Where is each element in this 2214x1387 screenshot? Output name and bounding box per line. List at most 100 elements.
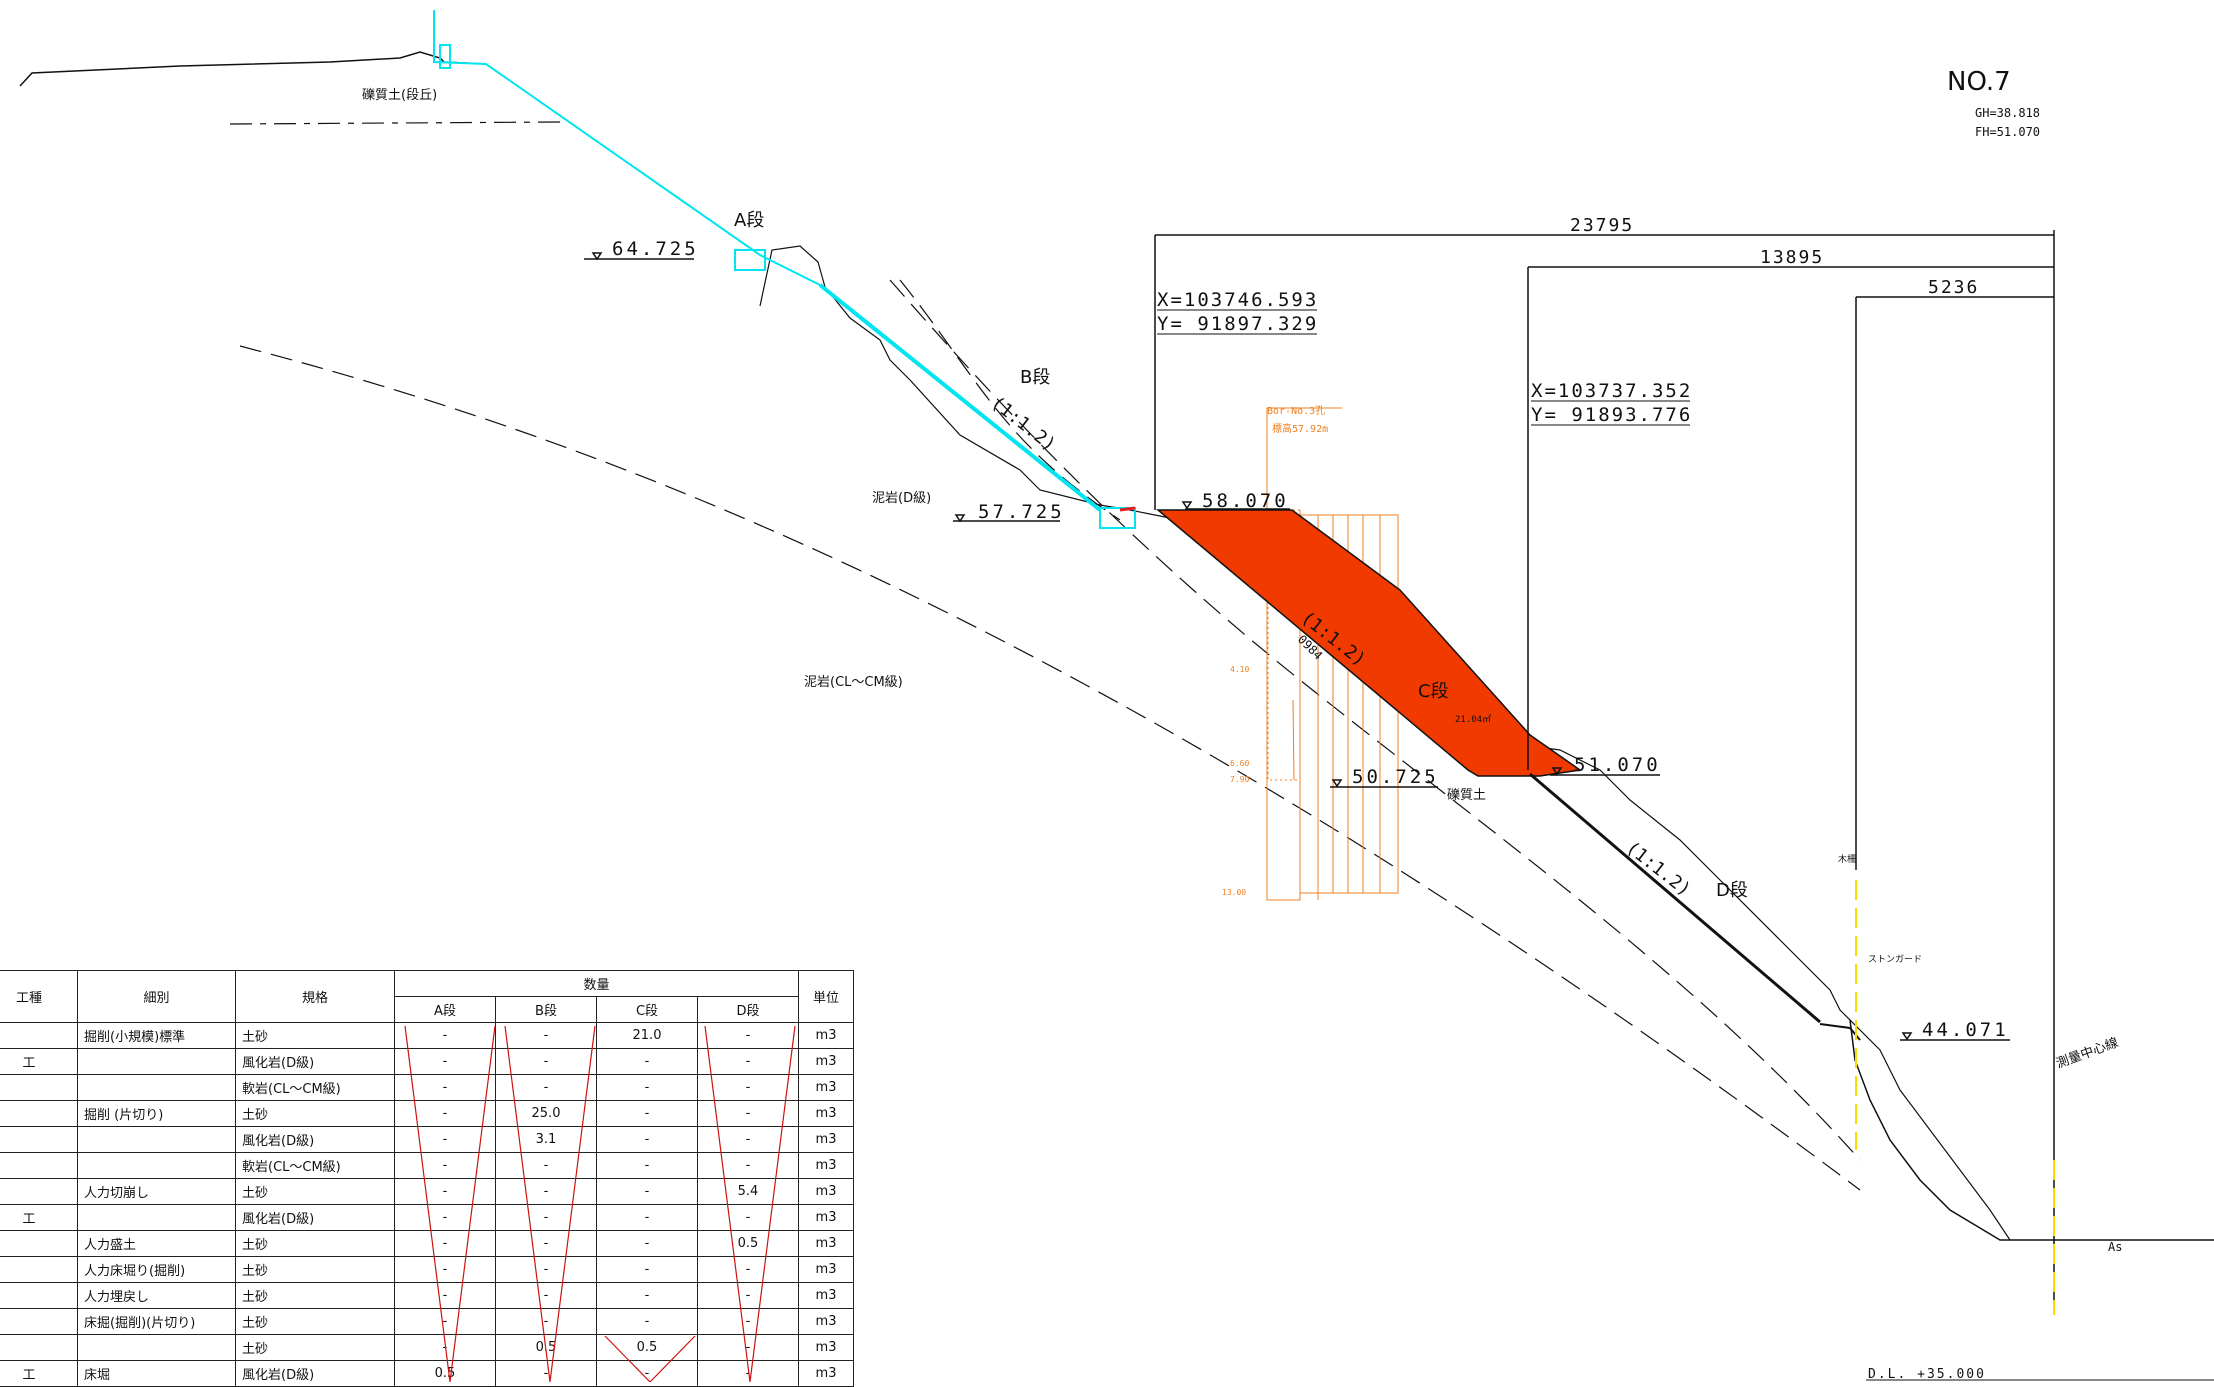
cell-value: - (495, 1152, 597, 1179)
cell-spec: 風化岩(D級) (235, 1048, 395, 1075)
cell-spec: 土砂 (235, 1334, 395, 1361)
cell-spec: 土砂 (235, 1022, 395, 1049)
cell-value: - (697, 1022, 799, 1049)
elevation-label: 58.070 (1202, 490, 1289, 512)
cell-spec: 土砂 (235, 1100, 395, 1127)
yellow-line (1855, 880, 2055, 1315)
cell-detail: 人力切崩し (77, 1178, 236, 1205)
bench-label: B段 (1020, 367, 1050, 388)
table-row: 土砂 -0.5 0.5- m3 (0, 1334, 854, 1361)
boring-elev: 標高57.92m (1272, 422, 1328, 435)
cell-unit: m3 (798, 1308, 854, 1335)
cell-value: - (495, 1178, 597, 1205)
coord-y: Y= 91897.329 (1157, 313, 1318, 335)
cell-unit: m3 (798, 1334, 854, 1361)
cell-detail (77, 1204, 236, 1231)
boring-depth: 13.00 (1222, 888, 1246, 897)
cell-kind (0, 1282, 78, 1309)
excavation-area-c (1155, 509, 1582, 777)
cell-value: - (495, 1204, 597, 1231)
cell-kind (0, 1308, 78, 1335)
th-qty: 数量 (394, 970, 799, 997)
cell-value: - (596, 1178, 698, 1205)
cell-unit: m3 (798, 1204, 854, 1231)
cell-value: - (697, 1100, 799, 1127)
cell-value: - (394, 1256, 496, 1283)
th-col: C段 (596, 996, 698, 1023)
cell-detail (77, 1126, 236, 1153)
elevation-markers (584, 252, 2010, 1041)
cell-value: - (596, 1308, 698, 1335)
cell-value: 0.5 (394, 1360, 496, 1387)
cell-spec: 軟岩(CL～CM級) (235, 1074, 395, 1101)
cell-value: - (394, 1204, 496, 1231)
cell-value: - (394, 1308, 496, 1335)
dimension-label: 5236 (1928, 277, 1979, 298)
cell-spec: 土砂 (235, 1282, 395, 1309)
cell-unit: m3 (798, 1282, 854, 1309)
cell-value: 3.1 (495, 1126, 597, 1153)
cell-value: - (697, 1152, 799, 1179)
cell-unit: m3 (798, 1178, 854, 1205)
center-line-label: 測量中心線 (2054, 1034, 2121, 1071)
cell-value: - (596, 1074, 698, 1101)
coord-x: X=103737.352 (1531, 380, 1692, 402)
ground-line (759, 245, 1250, 521)
cell-value: - (596, 1204, 698, 1231)
cyan-slope (818, 283, 1102, 512)
slope-label: (1:1.2) (1622, 837, 1695, 900)
cell-value: - (394, 1126, 496, 1153)
cell-unit: m3 (798, 1074, 854, 1101)
elevation-label: 51.070 (1574, 754, 1661, 776)
coord-y: Y= 91893.776 (1531, 404, 1692, 426)
cell-spec: 土砂 (235, 1256, 395, 1283)
cell-value: - (495, 1256, 597, 1283)
cell-value: - (697, 1074, 799, 1101)
cell-detail (77, 1048, 236, 1075)
cell-detail: 床堀 (77, 1360, 236, 1387)
sheet-gh: GH=38.818 (1975, 106, 2040, 120)
th-col: A段 (394, 996, 496, 1023)
cell-value: - (596, 1100, 698, 1127)
cut-line-d (1819, 1023, 1861, 1041)
th-unit: 単位 (798, 970, 854, 1023)
red-mark (1119, 506, 1136, 512)
cell-spec: 土砂 (235, 1178, 395, 1205)
cell-spec: 風化岩(D級) (235, 1204, 395, 1231)
cell-value: - (495, 1282, 597, 1309)
cell-kind (0, 1230, 78, 1257)
th-detail: 細別 (77, 970, 236, 1023)
ground-line (1529, 745, 2011, 1241)
sheet-fh: FH=51.070 (1975, 125, 2040, 139)
post-label: 木柵 (1838, 853, 1856, 865)
strata-boundary (239, 345, 1861, 1191)
sheet-number: NO.7 (1947, 67, 2011, 97)
table-row: 軟岩(CL～CM級) - - - - m3 (0, 1152, 854, 1179)
cell-detail: 人力床堀り(掘削) (77, 1256, 236, 1283)
cell-value: - (697, 1334, 799, 1361)
cell-value: - (495, 1022, 597, 1049)
cell-value: - (697, 1126, 799, 1153)
cell-value: - (495, 1230, 597, 1257)
table-row: 風化岩(D級) -3.1- - m3 (0, 1126, 854, 1153)
bench-label: A段 (734, 210, 764, 231)
table-row: 掘削 (片切り) 土砂 -25.0- - m3 (0, 1100, 854, 1127)
coord-underline (1531, 400, 1690, 426)
cell-kind (0, 1100, 78, 1127)
cell-kind (0, 1022, 78, 1049)
cell-value: 0.5 (495, 1334, 597, 1361)
material-label: 泥岩(D級) (872, 491, 931, 506)
cell-value: - (394, 1178, 496, 1205)
boring-depth: 4.10 (1230, 665, 1249, 674)
table-row: 掘削(小規模)標準 土砂 - -21.0- m3 (0, 1022, 854, 1049)
guard-label: ストンガード (1868, 954, 1922, 965)
cell-unit: m3 (798, 1126, 854, 1153)
cell-value: - (394, 1152, 496, 1179)
cell-unit: m3 (798, 1022, 854, 1049)
cell-value: - (596, 1126, 698, 1153)
bench-label: C段 (1418, 681, 1449, 702)
cell-unit: m3 (798, 1048, 854, 1075)
cell-value: - (596, 1152, 698, 1179)
cell-value: - (394, 1334, 496, 1361)
cut-line-d (1529, 772, 1821, 1024)
